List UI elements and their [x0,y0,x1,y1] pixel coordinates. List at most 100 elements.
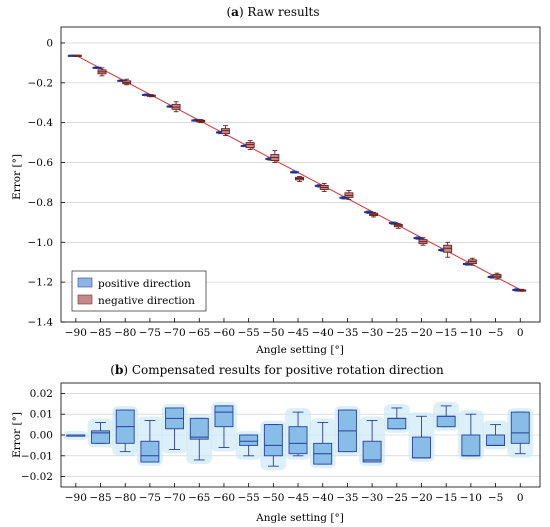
box-m50 [260,420,287,471]
x-tick-label: −75 [139,327,161,339]
box-body [436,415,456,428]
box-m20 [408,412,435,462]
x-tick-label: 0 [517,327,524,339]
chart-a-y-ticks: 0 −0.2 −0.4 −0.6 −0.8 −1.0 −1.2 −1.4 [28,37,65,329]
x-tick-label: −80 [114,327,136,339]
chart-a-y-axis-label: Error [°] [11,154,23,200]
box-body [461,434,481,457]
x-tick-label: −80 [114,492,136,504]
chart-b-title: (b) Compensated results for positive rot… [110,363,444,377]
box-m15 [433,401,460,431]
legend-frame [71,270,207,312]
x-tick-label: −45 [287,327,309,339]
box-body [510,411,530,444]
chart-a-boxes [67,54,527,292]
box-m45 [290,170,299,174]
x-tick-label: −10 [460,492,482,504]
chart-b-x-ticks: −90 −85 −80 −75 −70 −65 −60 −55 −50 −45 −40 −35 −30−… [65,483,524,504]
box-m55 [235,431,262,460]
x-tick-label: −75 [139,492,161,504]
box-m70 [171,101,181,113]
box-m50 [270,150,280,163]
box-body [140,440,160,463]
box-m65 [196,119,206,124]
x-tick-label: −35 [336,327,358,339]
chart-a-frame [60,26,541,323]
box-m30 [359,416,386,467]
box-m10 [457,410,484,460]
x-tick-label: −35 [336,492,358,504]
box-m80 [122,78,132,86]
legend-label-positive: positive direction [98,278,191,290]
x-tick-label: −40 [312,492,334,504]
y-tick-label: −0.02 [21,471,53,483]
y-tick-label: 0.00 [30,430,53,442]
chart-a-title: (a) Raw results [226,5,319,19]
x-tick-label: −85 [89,327,111,339]
box-m5 [492,272,502,280]
box-m35 [334,406,361,456]
x-tick-label: −90 [65,327,87,339]
x-tick-label: −15 [435,492,457,504]
x-tick-label: −20 [410,492,432,504]
box-m75 [136,416,163,467]
chart-a-x-axis-label: Angle setting [°] [255,344,344,356]
x-tick-label: 0 [517,492,524,504]
box-m25 [393,222,403,229]
x-tick-label: −25 [386,327,408,339]
box-m80 [112,406,139,456]
x-tick-label: −30 [361,492,383,504]
box-body [263,424,283,457]
x-tick-label: −50 [262,327,284,339]
box-m30 [369,211,379,218]
x-tick-label: −5 [488,327,503,339]
legend-swatch-positive [77,277,93,288]
box-m10 [467,257,477,266]
box-m40 [319,183,329,192]
y-tick-label: 0.02 [30,388,53,400]
box-0 [507,408,534,458]
x-tick-label: −65 [188,492,210,504]
box-m90 [72,54,82,57]
legend-label-negative: negative direction [98,295,195,307]
x-tick-label: −10 [460,327,482,339]
box-m5 [482,420,509,450]
x-tick-label: −85 [89,492,111,504]
x-tick-label: −90 [65,492,87,504]
y-tick-label: 0.01 [30,409,53,421]
x-tick-label: −25 [386,492,408,504]
y-tick-label: −0.01 [21,450,53,462]
box-m65 [186,414,213,464]
box-m85 [97,67,107,77]
box-body [91,430,110,444]
x-tick-label: −5 [488,492,503,504]
chart-compensated-results: (b) Compensated results for positive rot… [11,363,541,524]
chart-b-y-ticks: 0.02 0.01 0.00 −0.01 −0.02 [21,388,65,483]
box-body [288,426,308,455]
box-m55 [245,140,255,151]
x-tick-label: −70 [163,492,185,504]
x-tick-label: −15 [435,327,457,339]
box-m45 [285,408,312,460]
box-body [189,417,209,440]
x-tick-label: −55 [238,327,260,339]
box-m40 [309,418,336,469]
box-0 [517,288,527,292]
box-m85 [87,418,114,448]
chart-b-boxes [62,401,534,471]
x-tick-label: −50 [262,492,284,504]
x-tick-label: −60 [213,492,235,504]
box-m70 [161,403,188,454]
box-body [214,405,234,428]
y-tick-label: −0.6 [28,157,54,169]
chart-b-x-axis-label: Angle setting [°] [255,512,344,524]
box-body [387,417,407,430]
box-m35 [344,189,354,200]
box-m45 [295,176,304,182]
box-body [239,434,259,446]
y-tick-label: −0.2 [28,77,54,89]
x-tick-label: −70 [163,327,185,339]
chart-a-legend: positive direction negative direction [71,270,207,312]
x-tick-label: −30 [361,327,383,339]
box-m60 [210,401,237,452]
